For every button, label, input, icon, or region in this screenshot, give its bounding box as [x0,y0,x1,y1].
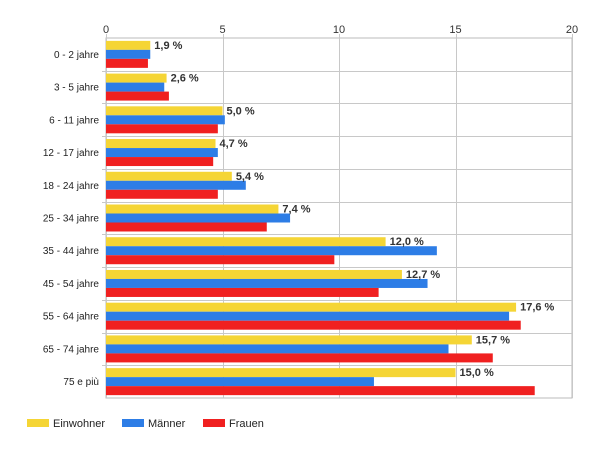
legend-label: Frauen [229,418,264,430]
bar-m-nner [106,49,151,59]
y-axis-categories: 0 - 2 jahre 3 - 5 jahre 6 - 11 jahre 12 - 1… [43,50,100,388]
category-label: 6 - 11 jahre [49,115,99,126]
x-axis-ticks: 0 5 10 15 20 [103,24,578,36]
bar-frauen [106,255,335,265]
category-label: 3 - 5 jahre [54,83,99,94]
data-label: 1,9 % [154,40,182,52]
category-label: 65 - 74 jahre [43,344,100,355]
bar-einwohner [106,269,402,279]
bar-m-nner [106,180,246,190]
bar-einwohner [106,368,456,378]
bar-frauen [106,353,493,363]
bar-frauen [106,287,379,297]
bar-frauen [106,157,214,167]
legend-label: Einwohner [53,418,105,430]
data-label: 12,0 % [390,236,424,248]
data-label: 4,7 % [220,138,248,150]
x-tick-label: 0 [103,24,109,36]
bar-einwohner [106,335,472,345]
data-labels: 1,9 % 2,6 % 5,0 % 4,7 % 5,4 % 7,4 % 12,0 % 12,7… [154,40,554,379]
bar-m-nner [106,246,437,256]
bar-frauen [106,124,218,134]
bar-m-nner [106,148,218,158]
data-label: 2,6 % [171,73,199,85]
bar-frauen [106,91,169,101]
data-label: 15,0 % [460,367,494,379]
bars [106,40,535,396]
category-label: 18 - 24 jahre [43,181,100,192]
bar-frauen [106,386,535,396]
x-tick-label: 20 [566,24,578,36]
bar-m-nner [106,311,510,321]
legend-swatch [203,419,225,427]
category-label: 0 - 2 jahre [54,50,99,61]
category-label: 35 - 44 jahre [43,246,100,257]
bar-einwohner [106,204,279,214]
data-label: 5,4 % [236,171,264,183]
bar-frauen [106,58,148,68]
category-label: 55 - 64 jahre [43,312,100,323]
data-label: 7,4 % [282,204,310,216]
bar-frauen [106,189,218,199]
legend-label: Männer [148,418,186,430]
data-label: 12,7 % [406,269,440,281]
category-label: 12 - 17 jahre [43,148,100,159]
bar-einwohner [106,40,151,50]
category-label: 45 - 54 jahre [43,279,100,290]
bar-einwohner [106,139,216,149]
category-label: 75 e più [63,377,99,388]
bar-m-nner [106,278,428,288]
x-tick-label: 10 [333,24,345,36]
bar-einwohner [106,302,517,312]
x-tick-label: 15 [449,24,461,36]
legend-swatch [27,419,49,427]
bar-frauen [106,320,521,330]
bar-einwohner [106,73,167,83]
bar-m-nner [106,377,374,387]
bar-einwohner [106,171,232,181]
bar-m-nner [106,213,291,223]
bar-m-nner [106,115,225,125]
data-label: 17,6 % [520,302,554,314]
category-label: 25 - 34 jahre [43,214,100,225]
legend-swatch [122,419,144,427]
data-label: 5,0 % [227,105,255,117]
x-tick-label: 5 [219,24,225,36]
bar-einwohner [106,237,386,247]
legend: Einwohner Männer Frauen [27,418,264,430]
bar-einwohner [106,106,223,116]
bar-m-nner [106,82,165,92]
bar-m-nner [106,344,449,354]
data-label: 15,7 % [476,334,510,346]
bar-frauen [106,222,267,232]
